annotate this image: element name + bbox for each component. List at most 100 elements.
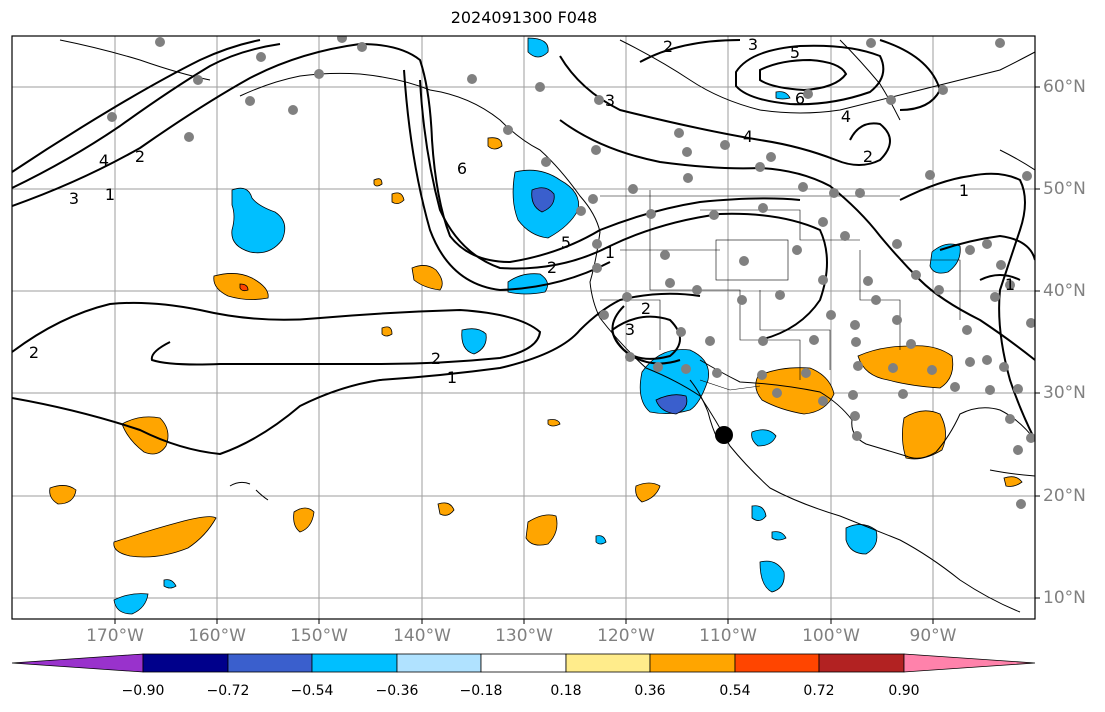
contour-label: 5 xyxy=(561,233,571,252)
colorbar-cell xyxy=(649,653,736,673)
colorbar-extend-low xyxy=(11,653,144,673)
patch-orange xyxy=(857,345,954,389)
storm-center-marker xyxy=(715,426,733,444)
colorbar-cell xyxy=(396,653,482,673)
patch-blue xyxy=(527,37,549,58)
patch-orange xyxy=(1003,476,1023,487)
patch-orange xyxy=(113,516,217,558)
lon-label: 130°W xyxy=(495,626,553,646)
colorbar-cell xyxy=(480,653,567,673)
patch-orange xyxy=(635,482,661,503)
lat-label: 30°N xyxy=(1043,383,1086,403)
lat-label: 40°N xyxy=(1043,281,1086,301)
boundaries xyxy=(600,190,961,391)
map-title: 2024091300 F048 xyxy=(450,8,598,27)
coastlines xyxy=(59,39,1035,613)
lon-label: 110°W xyxy=(699,626,757,646)
contour-label: 1 xyxy=(1005,275,1015,294)
patch-orange xyxy=(293,507,315,533)
contour-label: 4 xyxy=(99,151,109,170)
contour-label: 2 xyxy=(863,147,873,166)
lon-label: 100°W xyxy=(802,626,860,646)
contour-label: 1 xyxy=(959,181,969,200)
patch-orange xyxy=(373,178,383,187)
patch-orange xyxy=(755,367,835,415)
patch-orange xyxy=(547,419,561,427)
patch-dark-blue xyxy=(531,187,555,213)
colorbar-tick-label: 0.90 xyxy=(888,683,920,699)
patch-blue xyxy=(759,560,785,593)
lon-label: 160°W xyxy=(188,626,246,646)
patch-blue xyxy=(775,91,791,100)
colorbar-tick-label: 0.18 xyxy=(550,683,582,699)
patch-red xyxy=(239,283,249,292)
patch-orange xyxy=(525,514,558,546)
contour-label: 4 xyxy=(841,107,851,126)
station-dots xyxy=(107,36,1035,509)
patch-orange xyxy=(49,485,77,505)
lon-label: 90°W xyxy=(909,626,957,646)
contour-label: 3 xyxy=(625,320,635,339)
patch-blue xyxy=(461,328,487,355)
patch-orange xyxy=(391,192,405,204)
contour-label: 2 xyxy=(641,299,651,318)
contour-label: 2 xyxy=(29,343,39,362)
contour-label: 2 xyxy=(135,147,145,166)
shaded-patches xyxy=(49,37,1023,615)
colorbar-cell xyxy=(142,653,229,673)
lat-label: 10°N xyxy=(1043,588,1086,608)
lat-label: 20°N xyxy=(1043,486,1086,506)
contour-label: 3 xyxy=(69,189,79,208)
lon-label: 170°W xyxy=(86,626,144,646)
contour-label: 6 xyxy=(457,159,467,178)
colorbar-cell xyxy=(227,653,313,673)
lon-label: 120°W xyxy=(597,626,655,646)
contour-label: 2 xyxy=(663,37,673,56)
colorbar xyxy=(11,653,1036,673)
contour-label: 2 xyxy=(431,349,441,368)
contour-label: 5 xyxy=(790,43,800,62)
patch-blue xyxy=(595,535,607,545)
lon-label: 150°W xyxy=(290,626,348,646)
lat-label: 60°N xyxy=(1043,77,1086,97)
colorbar-tick-label: −0.18 xyxy=(459,683,503,699)
colorbar-tick-label: −0.36 xyxy=(375,683,419,699)
colorbar-tick-label: 0.36 xyxy=(634,683,666,699)
patch-orange xyxy=(121,416,169,455)
contour-label: 6 xyxy=(795,89,805,108)
contour-labels: 1 2 2 1 3 4 2 6 2 1 5 2 3 4 4 5 6 3 2 3 … xyxy=(29,35,1015,387)
contour-label: 1 xyxy=(447,368,457,387)
patch-blue xyxy=(771,531,787,541)
contour-label: 3 xyxy=(605,91,615,110)
colorbar-cell xyxy=(311,653,398,673)
gridlines xyxy=(12,36,1035,619)
patch-blue xyxy=(929,243,961,274)
colorbar-tick-label: −0.54 xyxy=(290,683,334,699)
colorbar-cell xyxy=(818,653,905,673)
contour-label: 1 xyxy=(605,243,615,262)
contour-label: 1 xyxy=(105,185,115,204)
colorbar-cell xyxy=(565,653,651,673)
patch-orange xyxy=(411,265,443,291)
colorbar-tick-label: −0.72 xyxy=(206,683,250,699)
lat-label: 50°N xyxy=(1043,179,1086,199)
contour-label: 2 xyxy=(547,258,557,277)
colorbar-cell xyxy=(734,653,820,673)
lon-label: 140°W xyxy=(393,626,451,646)
patch-blue xyxy=(113,593,149,615)
patch-orange xyxy=(381,326,393,337)
patch-blue xyxy=(751,429,777,447)
patch-orange xyxy=(902,410,946,460)
colorbar-tick-label: −0.90 xyxy=(121,683,165,699)
colorbar-extend-high xyxy=(903,653,1036,673)
colorbar-tick-label: 0.54 xyxy=(719,683,751,699)
contour-label: 4 xyxy=(743,127,753,146)
patch-orange xyxy=(487,137,503,150)
colorbar-tick-label: 0.72 xyxy=(803,683,835,699)
patch-blue xyxy=(751,505,767,521)
patch-dark-blue xyxy=(655,394,688,415)
contour-label: 3 xyxy=(748,35,758,54)
patch-orange xyxy=(437,502,455,516)
patch-blue xyxy=(163,579,177,589)
